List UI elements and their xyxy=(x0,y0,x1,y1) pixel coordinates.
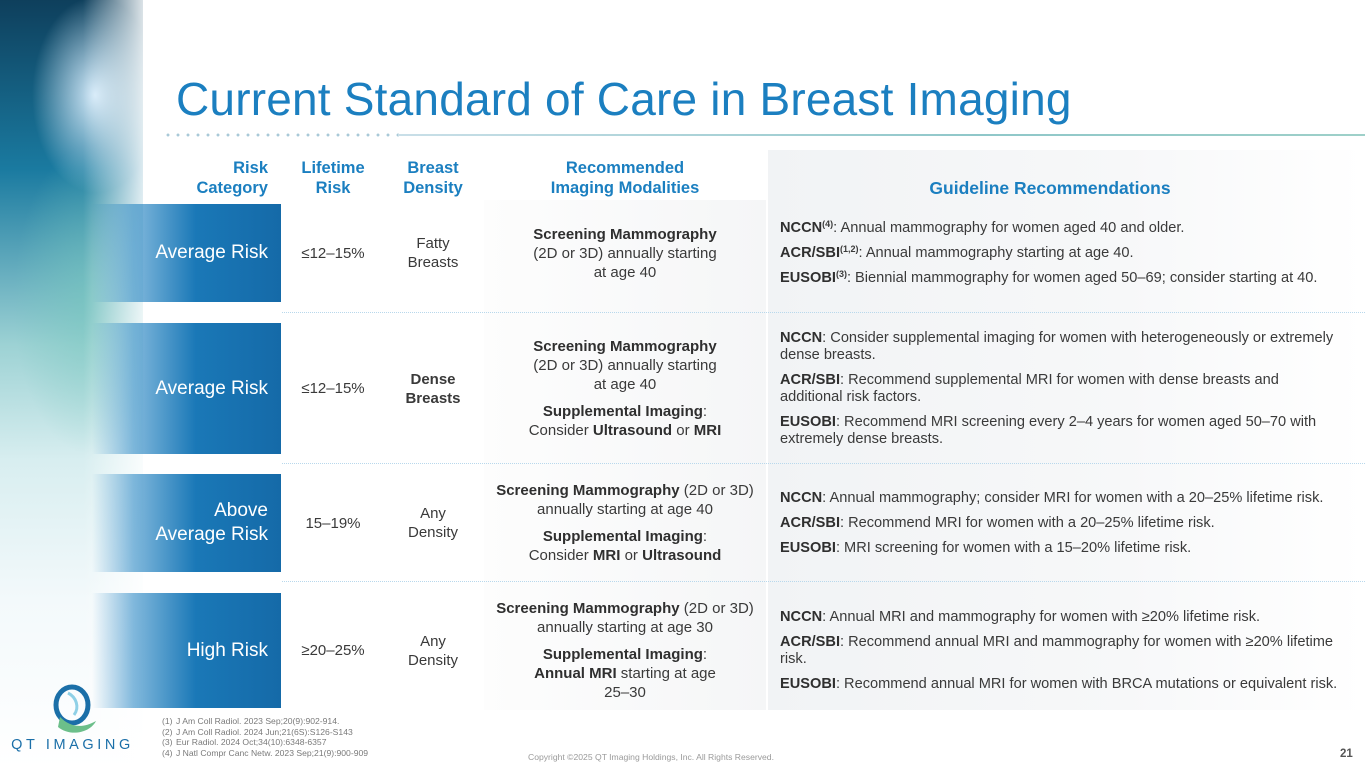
header-guideline-recommendations: Guideline Recommendations xyxy=(929,178,1171,198)
reference-item: (1) J Am Coll Radiol. 2023 Sep;20(9):902-… xyxy=(162,716,340,726)
guideline-recommendations-cell: NCCN(4): Annual mammography for women ag… xyxy=(780,218,1318,286)
logo-wordmark: QT IMAGING xyxy=(11,737,134,753)
imaging-modalities-cell: Screening Mammography (2D or 3D) annuall… xyxy=(496,600,754,701)
reference-item: (4) J Natl Compr Canc Netw. 2023 Sep;21(9… xyxy=(162,747,369,758)
reference-item: (3) Eur Radiol. 2024 Oct;34(10):6348-6357 xyxy=(162,737,327,747)
header-lifetime-risk: Lifetime Risk xyxy=(301,159,365,197)
risk-category-cell: Above Average Risk xyxy=(92,474,281,572)
header-risk-category: Risk Category xyxy=(196,159,268,197)
guideline-recommendations-cell: NCCN: Annual MRI and mammography for wom… xyxy=(780,608,1338,692)
imaging-modalities-cell: Screening Mammography (2D or 3D) annuall… xyxy=(496,482,754,564)
guideline-recommendations-cell: NCCN: Annual mammography; consider MRI f… xyxy=(780,489,1324,556)
qt-imaging-logo-icon xyxy=(53,684,96,733)
lifetime-risk-cell: ≤12–15% xyxy=(301,244,365,262)
imaging-modalities-cell: Screening Mammography (2D or 3D) annually… xyxy=(533,225,717,281)
page-title: Current Standard of Care in Breast Imagi… xyxy=(176,73,1072,125)
breast-density-cell: Fatty Breasts xyxy=(407,235,459,271)
breast-density-cell: Any Density xyxy=(407,632,459,669)
row-separator xyxy=(282,312,1365,313)
breast-density-cell: Dense Breasts xyxy=(405,370,461,407)
header-breast-density: Breast Density xyxy=(403,159,463,197)
lifetime-risk-cell: ≤12–15% xyxy=(301,380,365,397)
risk-category-cell: High Risk xyxy=(92,593,281,708)
row-separator xyxy=(282,463,1365,464)
lifetime-risk-cell: ≥20–25% xyxy=(301,642,365,659)
title-divider xyxy=(163,133,1365,137)
reference-item: (2) J Am Coll Radiol. 2024 Jun;21(6S):S12… xyxy=(162,726,353,737)
risk-category-cell: Average Risk xyxy=(92,323,281,454)
modalities-panel-background xyxy=(484,200,766,710)
copyright-notice: Copyright ©2025 QT Imaging Holdings, Inc… xyxy=(528,752,774,762)
breast-density-cell: Any Density xyxy=(407,505,459,541)
lifetime-risk-cell: 15–19% xyxy=(305,514,361,532)
row-separator xyxy=(282,581,1365,582)
header-imaging-modalities: Recommended Imaging Modalities xyxy=(550,159,700,197)
guideline-recommendations-cell: NCCN: Consider supplemental imaging for … xyxy=(780,329,1334,447)
risk-category-cell: Average Risk xyxy=(92,204,281,302)
references: (1) J Am Coll Radiol. 2023 Sep;20(9):902-… xyxy=(162,716,368,758)
guideline-panel-background xyxy=(768,150,1365,710)
page-number: 21 xyxy=(1340,748,1353,760)
imaging-modalities-cell: Screening Mammography (2D or 3D) annually… xyxy=(528,338,722,439)
